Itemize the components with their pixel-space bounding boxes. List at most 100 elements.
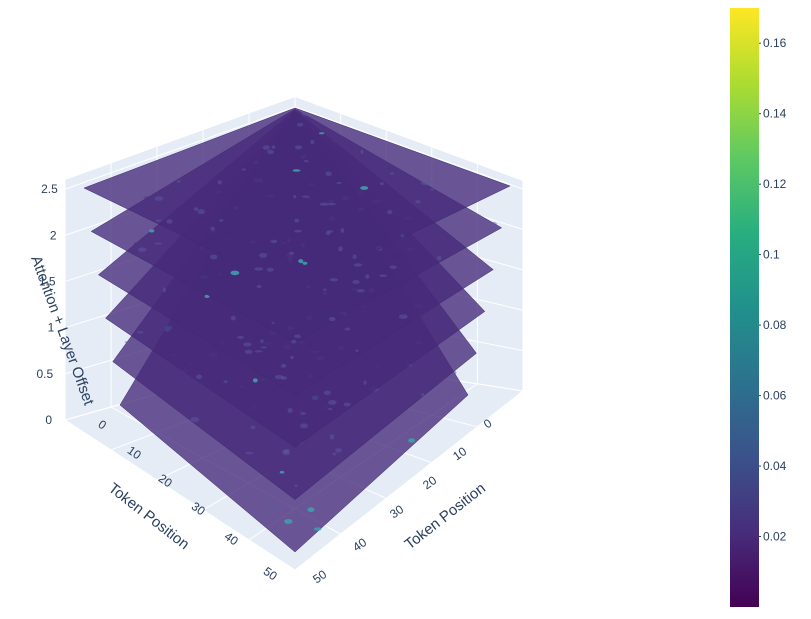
- z-tick-label: 0: [45, 413, 52, 427]
- attention-cell: [209, 254, 218, 260]
- attention-cell: [210, 226, 215, 231]
- attention-cell: [219, 461, 225, 466]
- z-axis-ticks: 0 0.5 1 1.5 2 2.5: [37, 182, 59, 427]
- attention-cell: [230, 315, 236, 321]
- attention-cell: [188, 159, 195, 164]
- colorbar-tick-label: 0.12: [763, 177, 787, 191]
- attention-layers: [83, 107, 511, 553]
- attention-cell: [408, 438, 415, 443]
- grid-line: [294, 390, 524, 571]
- attention-cell: [267, 149, 274, 155]
- attention-cell: [262, 145, 270, 151]
- attention-cell: [197, 209, 205, 215]
- attention-cell: [141, 262, 148, 268]
- attention-cell: [259, 253, 268, 258]
- attention-cell: [319, 202, 329, 206]
- attention-cell: [293, 195, 297, 199]
- attention-cell: [469, 351, 477, 355]
- y-axis-title: Token Position: [402, 480, 489, 553]
- grid-line: [64, 106, 524, 190]
- attention-cell: [329, 278, 338, 282]
- attention-cell: [250, 425, 256, 430]
- attention-cell: [323, 390, 331, 396]
- attention-cell: [295, 145, 302, 150]
- attention-cell: [244, 349, 253, 354]
- colorbar[interactable]: [730, 8, 759, 607]
- y-tick-label: 10: [450, 444, 469, 463]
- grid-line: [64, 419, 296, 571]
- attention-cell: [223, 380, 228, 383]
- attention-cell: [126, 312, 131, 316]
- attention-cell: [398, 314, 408, 319]
- attention-cell: [302, 261, 308, 265]
- attention-cell: [290, 355, 294, 360]
- attention-cell: [323, 288, 327, 291]
- colorbar-tick-label: 0.02: [763, 530, 787, 544]
- colorbar-tick-label: 0.06: [763, 389, 787, 403]
- attention-cell: [271, 507, 278, 512]
- attention-cell: [252, 378, 258, 383]
- attention-cell: [282, 449, 289, 454]
- attention-cell: [379, 274, 388, 277]
- attention-cell: [313, 527, 322, 531]
- attention-cell: [149, 229, 155, 233]
- attention-cell: [281, 363, 287, 368]
- attention-cell: [294, 218, 300, 223]
- layer-plane: [83, 107, 511, 291]
- attention-cell: [124, 341, 131, 344]
- attention-cell: [436, 255, 442, 261]
- x-tick-label: 50: [261, 564, 280, 583]
- attention-cell: [196, 374, 203, 380]
- attention-cell: [260, 346, 267, 349]
- attention-cell: [325, 231, 331, 236]
- attention-cell: [245, 451, 254, 455]
- attention-cell: [222, 480, 227, 483]
- attention-cell: [381, 467, 387, 471]
- z-tick-label: 1: [48, 321, 55, 335]
- attention-cell: [166, 219, 173, 224]
- attention-cell: [307, 507, 315, 513]
- z-tick-label: 2.5: [41, 182, 58, 196]
- attention-cell: [444, 181, 451, 185]
- attention-cell: [420, 393, 425, 397]
- attention-cell: [327, 202, 336, 206]
- attention-cell: [287, 408, 293, 413]
- attention-cell: [256, 284, 262, 289]
- attention-cell: [279, 470, 285, 474]
- attention-cell: [328, 400, 337, 405]
- attention-cell: [108, 223, 115, 226]
- attention-cell: [330, 434, 335, 440]
- attention-cell: [355, 349, 359, 352]
- y-tick-label: 40: [350, 535, 369, 554]
- attention-cell: [328, 407, 333, 411]
- attention-cell: [219, 219, 224, 222]
- attention-cell: [230, 270, 240, 276]
- attention-cell: [310, 139, 315, 145]
- attention-cell: [290, 339, 297, 344]
- attention-cell: [241, 168, 247, 171]
- colorbar-tick-label: 0.1: [763, 248, 780, 262]
- attention-cell: [116, 236, 122, 240]
- colorbar-tick-label: 0.08: [763, 318, 787, 332]
- attention-cell: [294, 229, 302, 233]
- attention-cell: [336, 181, 342, 184]
- attention-cell: [266, 267, 274, 272]
- attention-cell: [387, 210, 393, 215]
- colorbar-tick-label: 0.16: [763, 36, 787, 50]
- attention-cell: [389, 265, 397, 269]
- colorbar-ticks: 0.02 0.04 0.06 0.08 0.1 0.12 0.14 0.16: [759, 36, 787, 544]
- attention-cell: [271, 145, 276, 149]
- attention-cell: [353, 263, 363, 267]
- attention-cell: [281, 376, 287, 380]
- attention-cell: [363, 380, 367, 385]
- y-tick-label: 50: [310, 567, 329, 586]
- attention-cell: [136, 331, 144, 334]
- attention-cell: [356, 289, 365, 293]
- attention-cell: [167, 411, 172, 415]
- layer-surface: [83, 107, 511, 291]
- attention-cell: [217, 180, 222, 185]
- attention-cell: [154, 242, 163, 245]
- attention-cell: [297, 122, 304, 127]
